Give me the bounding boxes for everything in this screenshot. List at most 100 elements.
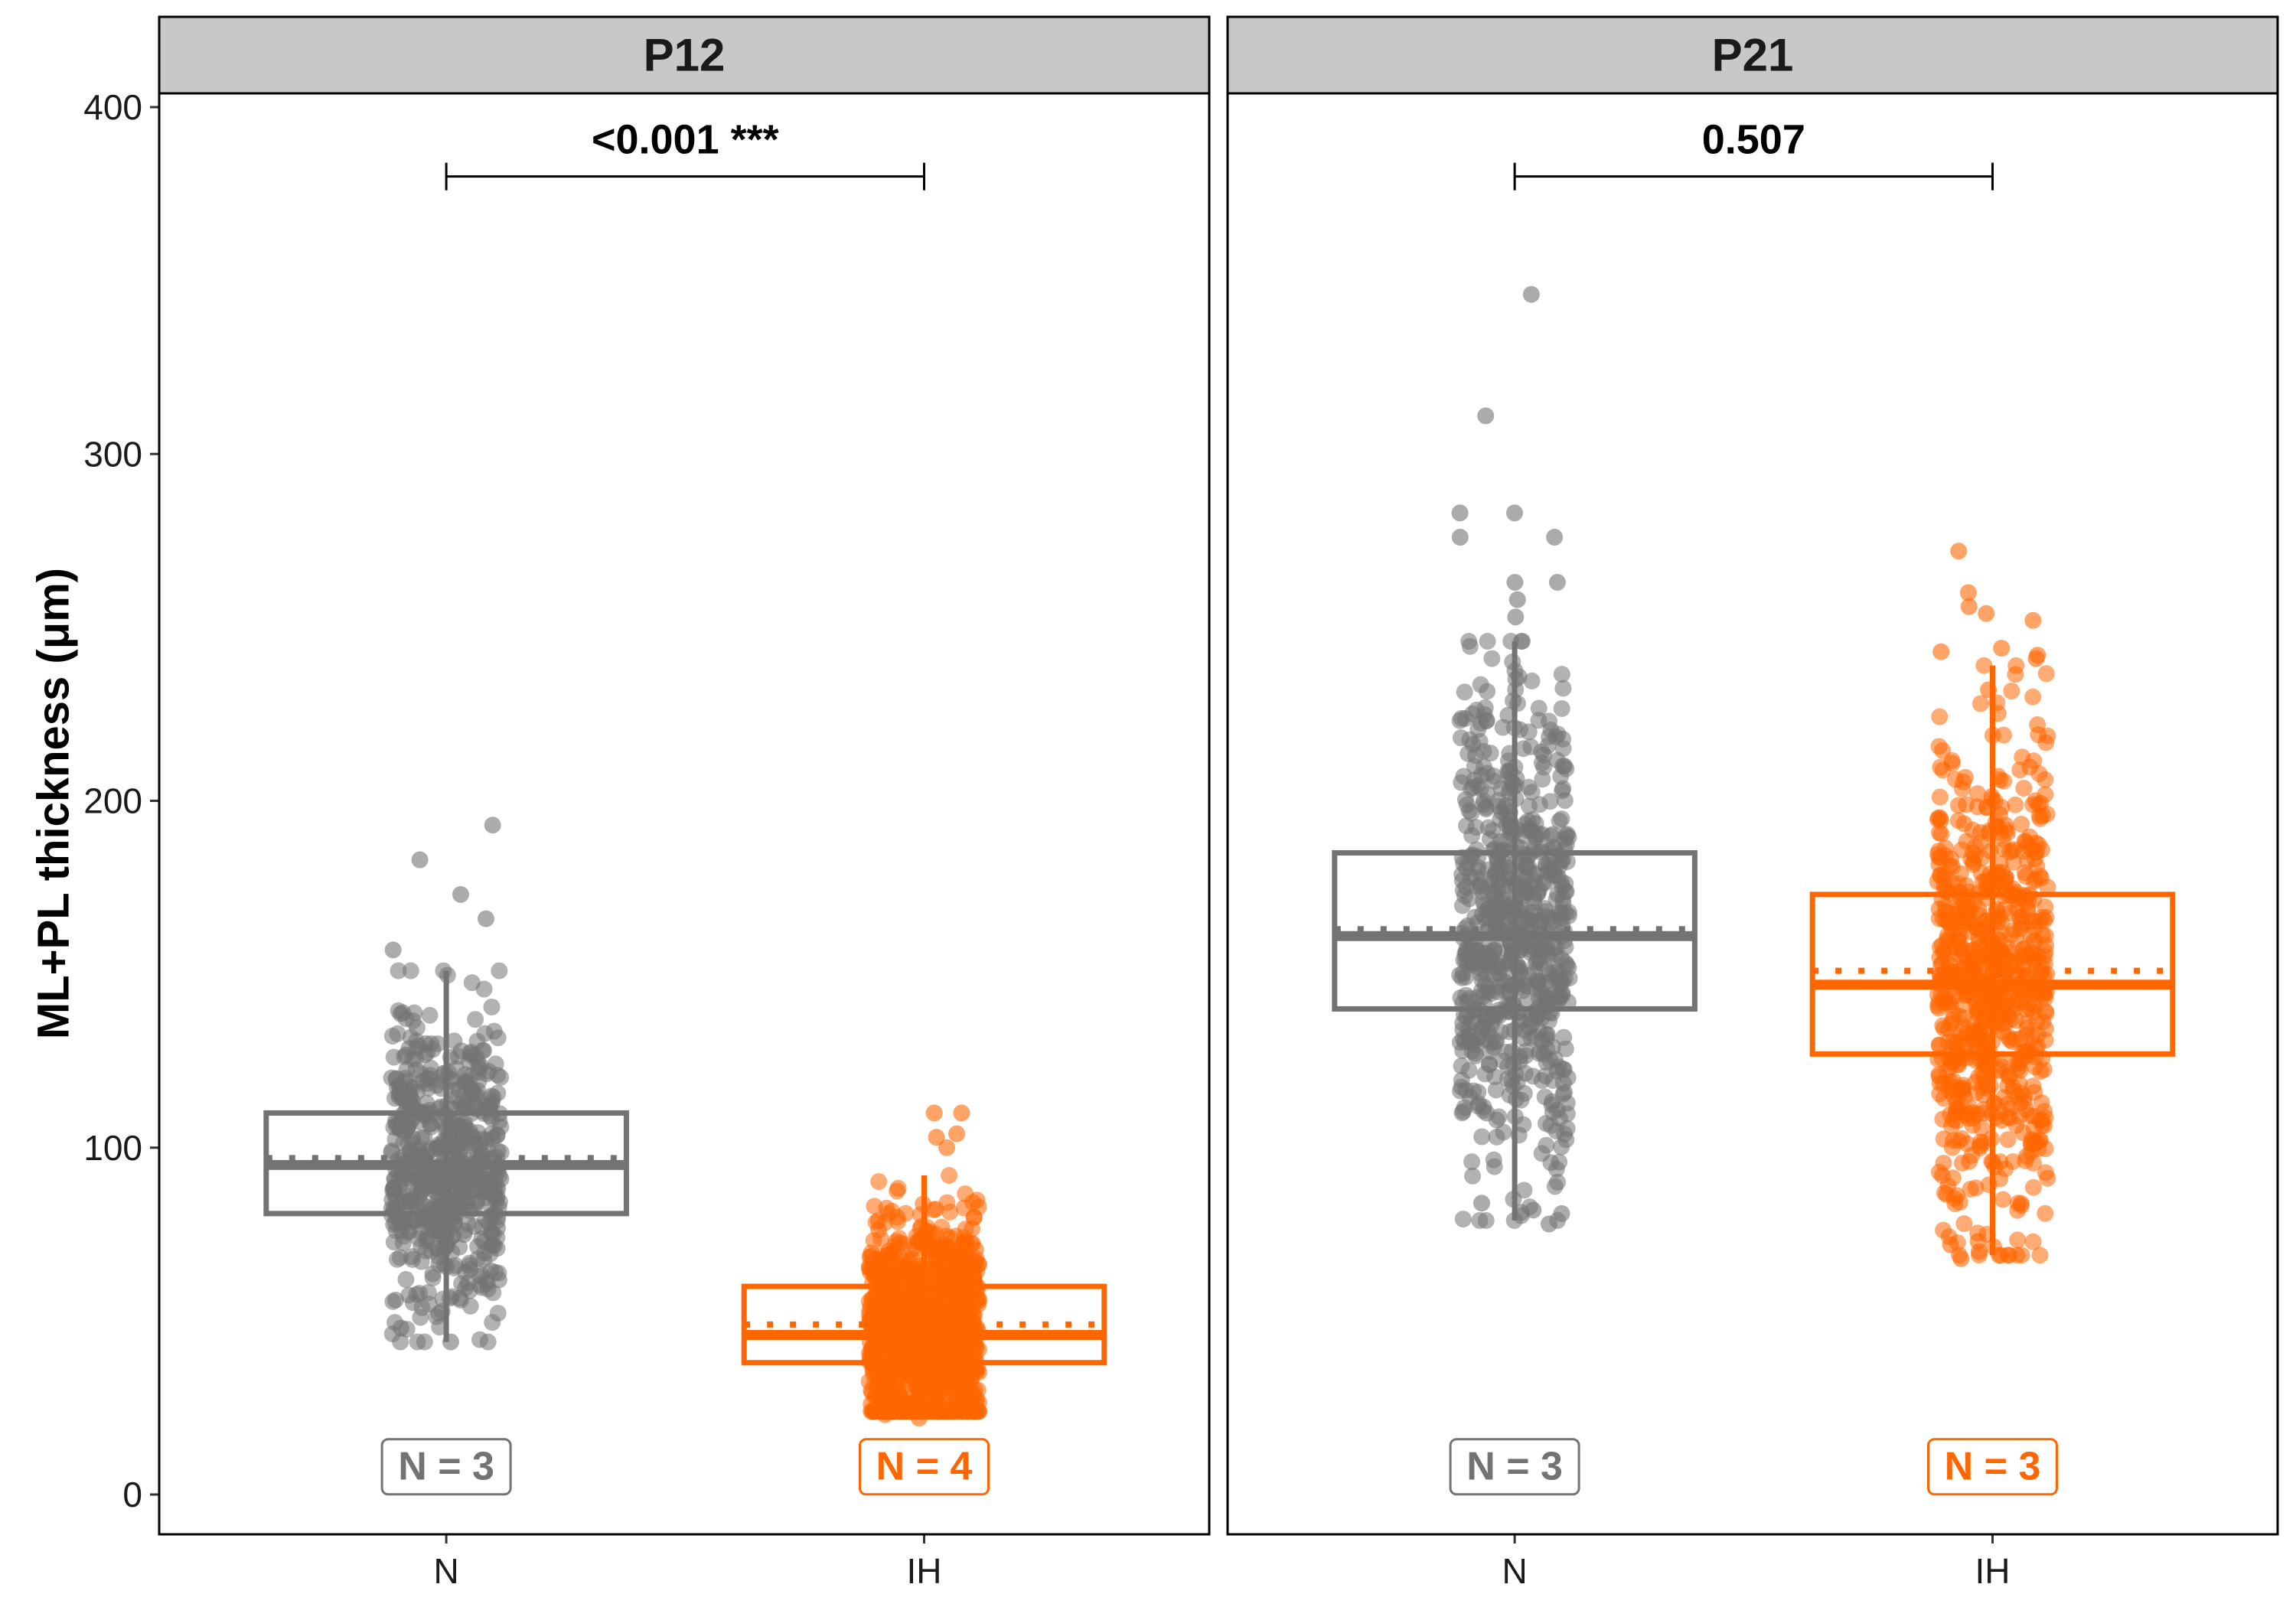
data-point — [953, 1104, 970, 1122]
data-point — [1999, 1131, 2017, 1149]
data-point — [386, 1291, 404, 1309]
data-point — [1930, 900, 1948, 918]
data-point — [876, 1214, 893, 1231]
data-point — [414, 1182, 432, 1199]
data-point — [1995, 772, 2013, 790]
data-point — [1474, 988, 1492, 1006]
data-point — [468, 1195, 485, 1212]
data-point — [475, 1175, 493, 1192]
data-point — [420, 1296, 438, 1313]
data-point — [2026, 1058, 2043, 1075]
data-point — [1483, 650, 1501, 667]
data-point — [889, 1213, 906, 1231]
data-point — [487, 1055, 504, 1073]
data-point — [1971, 1243, 1988, 1260]
data-point — [2009, 1195, 2027, 1212]
data-point — [1453, 1057, 1470, 1074]
data-point — [391, 1249, 409, 1266]
data-point — [1931, 708, 1949, 725]
data-point — [1955, 773, 1972, 790]
data-point — [1553, 1204, 1570, 1222]
data-point — [2017, 1147, 2035, 1165]
data-point — [1548, 573, 1566, 591]
data-point — [1520, 966, 1538, 984]
data-point — [1546, 1178, 1564, 1195]
data-point — [384, 941, 402, 959]
data-point — [488, 1240, 506, 1257]
data-point — [389, 1025, 406, 1042]
data-point — [2025, 752, 2043, 770]
data-point — [1508, 591, 1526, 608]
data-point — [386, 1171, 404, 1188]
y-tick-label: 200 — [83, 781, 142, 821]
data-point — [1473, 1128, 1491, 1146]
data-point — [397, 1046, 415, 1064]
data-point — [445, 1032, 463, 1050]
y-tick-label: 0 — [122, 1475, 142, 1514]
data-point — [419, 1079, 437, 1097]
data-point — [1521, 820, 1539, 837]
data-point — [397, 1271, 415, 1289]
data-point — [489, 1143, 507, 1160]
data-point — [1981, 987, 1998, 1005]
data-point — [489, 1084, 507, 1102]
data-point — [1939, 1177, 1957, 1195]
data-point — [1469, 721, 1487, 738]
data-point — [1959, 584, 1977, 601]
data-point — [2007, 931, 2025, 948]
data-point — [2037, 665, 2055, 683]
data-point — [1978, 605, 1995, 622]
data-point — [1557, 760, 1575, 777]
data-point — [2030, 947, 2047, 965]
y-tick-label: 400 — [83, 87, 142, 127]
data-point — [1467, 819, 1485, 836]
data-point — [1507, 608, 1525, 626]
data-point — [484, 1314, 501, 1332]
y-tick-label: 100 — [83, 1128, 142, 1168]
data-point — [1558, 1094, 1576, 1112]
data-point — [414, 1196, 432, 1214]
data-point — [1551, 975, 1569, 993]
data-point — [1975, 1134, 1992, 1152]
data-point — [2030, 836, 2047, 853]
data-point — [1968, 1084, 1985, 1102]
data-point — [938, 1139, 956, 1156]
data-point — [889, 1179, 907, 1197]
data-point — [1515, 1182, 1533, 1199]
data-point — [435, 962, 452, 980]
data-point — [1479, 786, 1496, 804]
data-point — [476, 1025, 494, 1042]
data-point — [1555, 1028, 1573, 1046]
data-point — [2024, 1077, 2042, 1095]
y-tick-label: 300 — [83, 434, 142, 474]
data-point — [1522, 285, 1540, 303]
data-point — [1475, 1018, 1492, 1035]
data-point — [1455, 768, 1473, 785]
data-point — [1546, 529, 1564, 546]
data-point — [1533, 755, 1551, 772]
data-point — [1554, 890, 1571, 908]
data-point — [390, 962, 407, 980]
data-point — [2036, 1103, 2053, 1120]
data-point — [910, 1410, 928, 1427]
data-point — [421, 1006, 439, 1024]
data-point — [1453, 1104, 1471, 1122]
data-point — [1530, 699, 1548, 717]
data-point — [1954, 1080, 1971, 1097]
data-point — [969, 1403, 987, 1420]
box — [1809, 892, 2176, 1057]
data-point — [1477, 798, 1495, 816]
data-point — [461, 1254, 478, 1272]
data-point — [889, 1385, 907, 1403]
data-point — [1538, 1054, 1555, 1071]
data-point — [953, 1248, 970, 1266]
data-point — [1939, 913, 1957, 931]
data-point — [454, 1121, 471, 1139]
data-point — [1486, 942, 1503, 960]
data-point — [1942, 1117, 1960, 1135]
data-point — [2024, 1003, 2042, 1021]
data-point — [479, 1280, 497, 1298]
data-point — [912, 1232, 930, 1250]
